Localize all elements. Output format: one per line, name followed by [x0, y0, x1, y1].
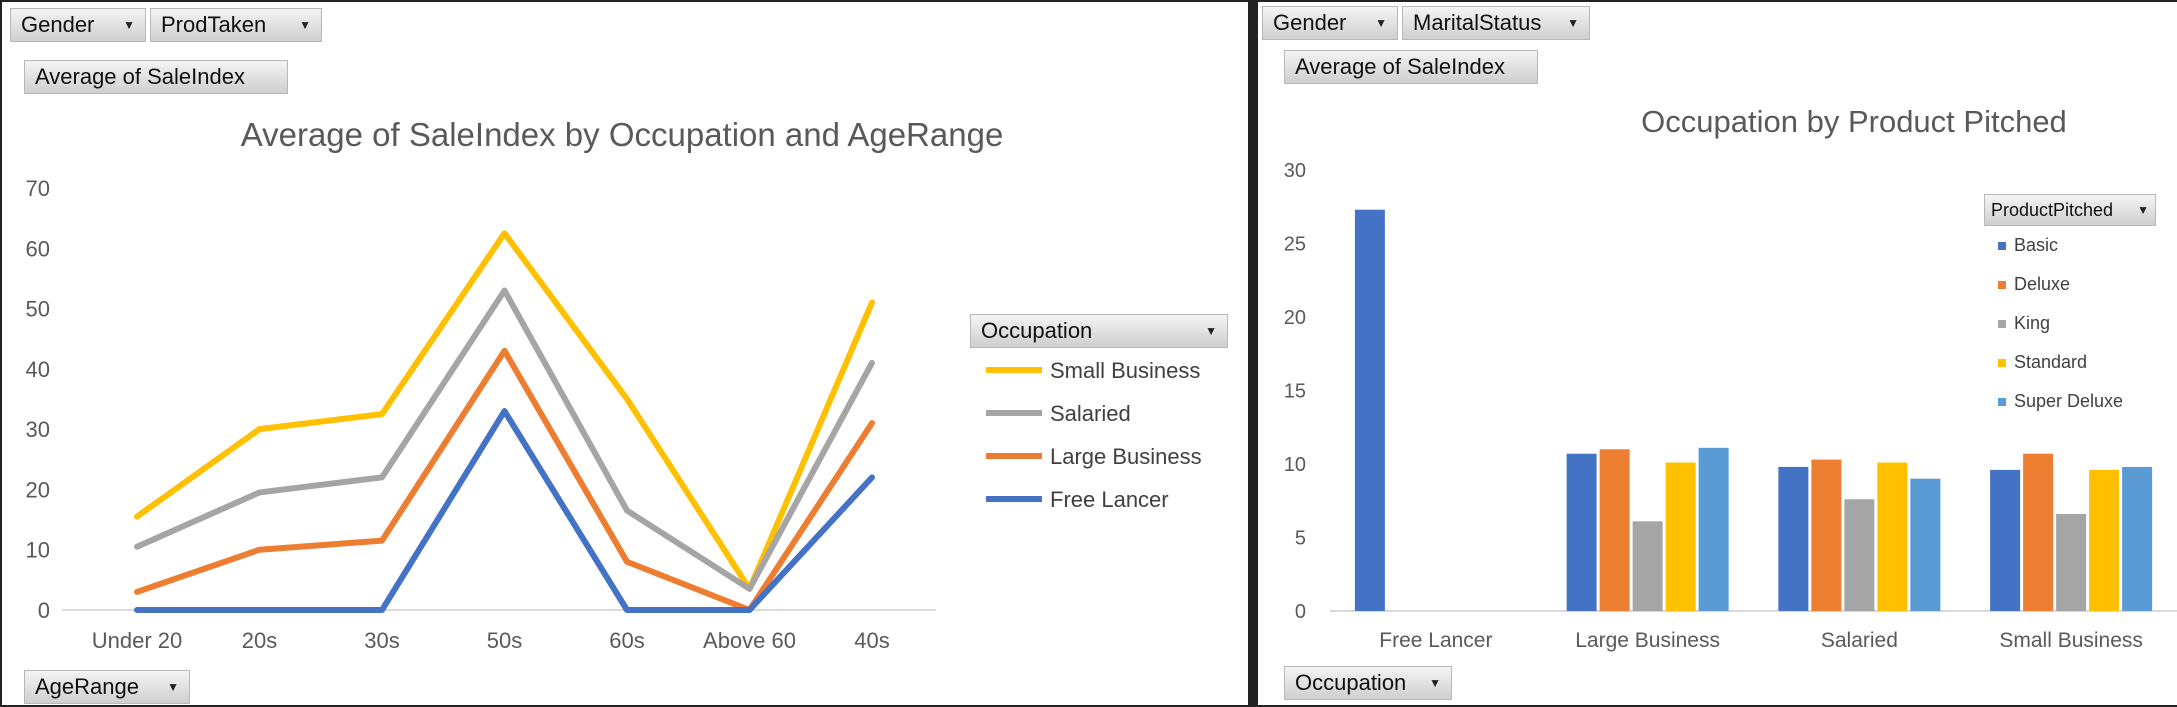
- y-tick-label: 60: [26, 236, 50, 261]
- bar-basic: [1566, 453, 1597, 611]
- x-tick-label: 60s: [609, 628, 644, 653]
- legend-swatch: [1998, 281, 2006, 289]
- gender-filter-label: Gender: [21, 12, 95, 37]
- occupation-axis-label: Occupation: [1295, 670, 1407, 695]
- y-tick-label: 0: [1295, 601, 1306, 623]
- legend-entry: Deluxe: [2014, 274, 2070, 294]
- dropdown-arrow-icon: ▼: [167, 680, 179, 694]
- y-tick-label: 20: [26, 477, 50, 502]
- dropdown-arrow-icon: ▼: [1375, 16, 1387, 30]
- y-tick-label: 0: [38, 598, 50, 623]
- legend-swatch: [1998, 398, 2006, 406]
- y-tick-label: 30: [1284, 160, 1306, 182]
- prodtaken-filter-button[interactable]: ProdTaken ▼: [150, 8, 322, 42]
- bar-deluxe: [1599, 449, 1630, 611]
- series-line-free-lancer: [134, 408, 875, 613]
- x-tick-label: Free Lancer: [1379, 629, 1492, 652]
- bar-chart: Occupation by Product Pitched 0 5 10 15 20 25…: [1284, 104, 2177, 652]
- bar-deluxe: [1811, 459, 1842, 611]
- maritalstatus-filter-button[interactable]: MaritalStatus ▼: [1402, 6, 1590, 40]
- dropdown-arrow-icon: ▼: [1205, 324, 1217, 338]
- line-chart: Average of SaleIndex by Occupation and A…: [26, 116, 1228, 653]
- y-tick-label: 70: [26, 176, 50, 201]
- occupation-legend-label: Occupation: [981, 318, 1093, 343]
- productpitched-legend-button[interactable]: ProductPitched ▼: [1984, 194, 2156, 226]
- y-tick-label: 30: [26, 417, 50, 442]
- x-tick-label: Under 20: [92, 628, 183, 653]
- x-tick-label: 50s: [487, 628, 522, 653]
- y-tick-label: 5: [1295, 528, 1306, 550]
- y-tick-label: 20: [1284, 307, 1306, 329]
- y-tick-label: 10: [1284, 454, 1306, 476]
- legend-entry: Free Lancer: [1050, 487, 1169, 512]
- x-tick-label: 30s: [364, 628, 399, 653]
- bar-super-deluxe: [1910, 478, 1941, 611]
- x-tick-label: Above 60: [703, 628, 796, 653]
- y-tick-label: 25: [1284, 234, 1306, 256]
- values-field-button-right[interactable]: Average of SaleIndex: [1284, 50, 1538, 84]
- y-tick-label: 15: [1284, 381, 1306, 403]
- bar-deluxe: [2023, 453, 2054, 611]
- bar-standard: [2089, 469, 2120, 611]
- legend-swatch: [1998, 242, 2006, 250]
- occupation-legend-button[interactable]: Occupation ▼: [970, 314, 1228, 348]
- dropdown-arrow-icon: ▼: [299, 18, 311, 32]
- prodtaken-filter-label: ProdTaken: [161, 12, 267, 37]
- dropdown-arrow-icon: ▼: [1429, 676, 1441, 690]
- bar-king: [2056, 513, 2087, 611]
- bar-king: [1632, 521, 1663, 611]
- bar-basic: [1990, 469, 2021, 611]
- legend-entry: Small Business: [1050, 358, 1200, 383]
- x-tick-label: 40s: [854, 628, 889, 653]
- agerange-axis-label: AgeRange: [35, 674, 139, 699]
- y-tick-label: 10: [26, 538, 50, 563]
- bar-super-deluxe: [2122, 466, 2153, 611]
- gender-filter-button[interactable]: Gender ▼: [10, 8, 146, 42]
- legend-entry: Salaried: [1050, 401, 1131, 426]
- dropdown-arrow-icon: ▼: [1567, 16, 1579, 30]
- gender-filter-label-right: Gender: [1273, 10, 1347, 35]
- bar-standard: [1877, 462, 1908, 611]
- productpitched-legend-label: ProductPitched: [1991, 199, 2114, 220]
- bar-chart-title: Occupation by Product Pitched: [1641, 104, 2067, 139]
- y-tick-label: 50: [26, 297, 50, 322]
- right-chart-panel: Gender ▼ MaritalStatus ▼ Average of Sale…: [1258, 2, 2177, 705]
- agerange-axis-button[interactable]: AgeRange ▼: [24, 670, 190, 704]
- left-chart-panel: Gender ▼ ProdTaken ▼ Average of SaleInde…: [2, 2, 1248, 705]
- bar-basic: [1778, 466, 1809, 611]
- legend-entry: King: [2014, 313, 2050, 333]
- occupation-axis-button[interactable]: Occupation ▼: [1284, 666, 1452, 700]
- values-field-button[interactable]: Average of SaleIndex: [24, 60, 288, 94]
- dropdown-arrow-icon: ▼: [2137, 203, 2149, 217]
- legend-swatch: [1998, 359, 2006, 367]
- y-tick-label: 40: [26, 357, 50, 382]
- bar-king: [1844, 499, 1875, 611]
- legend-entry: Basic: [2014, 235, 2058, 255]
- bar-standard: [1665, 462, 1696, 611]
- legend-swatch: [1998, 320, 2006, 328]
- line-chart-title: Average of SaleIndex by Occupation and A…: [241, 116, 1004, 153]
- bar-super-deluxe: [1698, 447, 1729, 611]
- legend-entry: Super Deluxe: [2014, 391, 2123, 411]
- x-tick-label: Salaried: [1821, 629, 1898, 652]
- x-tick-label: Large Business: [1575, 629, 1720, 652]
- legend-entry: Standard: [2014, 352, 2087, 372]
- legend-entry: Large Business: [1050, 444, 1202, 469]
- series-line-salaried: [134, 287, 875, 592]
- gender-filter-button-right[interactable]: Gender ▼: [1262, 6, 1398, 40]
- bar-basic: [1354, 209, 1385, 611]
- x-tick-label: 20s: [242, 628, 277, 653]
- dropdown-arrow-icon: ▼: [123, 18, 135, 32]
- maritalstatus-filter-label: MaritalStatus: [1413, 10, 1542, 35]
- x-tick-label: Small Business: [1999, 629, 2143, 652]
